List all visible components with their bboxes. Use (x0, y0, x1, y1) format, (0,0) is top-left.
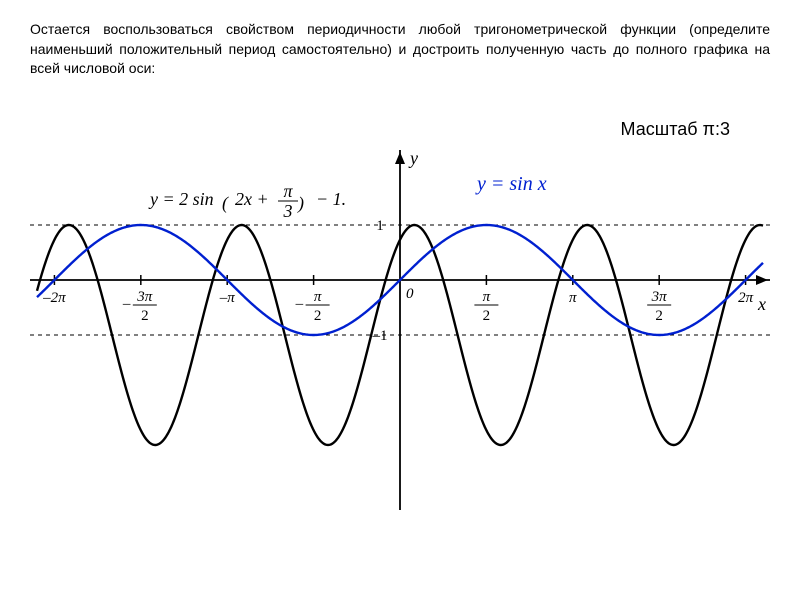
x-tick-label: –π (219, 290, 236, 306)
svg-text:y = 2 sin: y = 2 sin (148, 189, 214, 209)
x-tick-label: 2π (738, 290, 754, 306)
svg-text:2: 2 (483, 308, 491, 324)
svg-text:): ) (297, 193, 304, 214)
svg-text:π: π (283, 181, 293, 201)
svg-text:− 1.: − 1. (316, 189, 346, 209)
x-tick-label: –2π (42, 290, 66, 306)
svg-text:π: π (314, 289, 322, 305)
formula-blue: y = sin x (475, 173, 547, 195)
y-axis-label: y (408, 150, 418, 168)
svg-text:2x +: 2x + (235, 189, 269, 209)
svg-text:3: 3 (283, 201, 293, 221)
svg-text:–: – (122, 296, 131, 312)
svg-text:2: 2 (314, 308, 322, 324)
x-tick-label: π (569, 290, 577, 306)
x-tick-label: 3π2 (647, 289, 671, 324)
svg-text:2: 2 (655, 308, 663, 324)
chart-container: yx1–1–2π–3π2–π–π20π2π3π22πy = 2 sin(2x +… (30, 150, 770, 510)
y-tick-label: 1 (376, 218, 384, 234)
svg-text:–: – (295, 296, 304, 312)
svg-text:π: π (483, 289, 491, 305)
x-axis-label: x (757, 294, 766, 314)
chart-svg: yx1–1–2π–3π2–π–π20π2π3π22πy = 2 sin(2x +… (30, 150, 770, 510)
x-tick-label: π2 (474, 289, 498, 324)
x-tick-label: 0 (406, 286, 414, 302)
svg-text:2: 2 (141, 308, 149, 324)
svg-text:3π: 3π (136, 289, 153, 305)
x-tick-label: –3π 2 (122, 289, 157, 324)
scale-label: Масштаб π:3 (30, 119, 770, 140)
intro-paragraph: Остается воспользоваться свойством перио… (30, 20, 770, 79)
formula-black: y = 2 sin (2x + π3) − 1. (148, 181, 346, 221)
svg-text:(: ( (222, 193, 229, 214)
svg-text:3π: 3π (651, 289, 668, 305)
x-tick-label: –π 2 (295, 289, 330, 324)
y-tick-label: –1 (372, 328, 388, 344)
